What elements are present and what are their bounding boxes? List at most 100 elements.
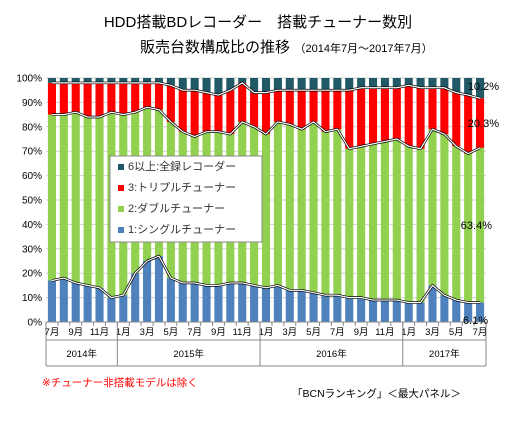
bar-segment-s3 [428, 87, 437, 130]
bar-segment-s3 [392, 87, 401, 139]
bar-segment-s1 [440, 295, 449, 322]
bar-segment-s3 [202, 92, 211, 132]
bar-segment-s4 [392, 78, 401, 88]
bar-segment-s1 [285, 290, 294, 322]
bar-segment-s2 [452, 146, 461, 301]
x-tick-label: 7月 [45, 327, 60, 338]
x-tick-label: 5月 [449, 327, 464, 338]
bar-segment-s3 [214, 95, 223, 132]
bar-segment-s2 [297, 129, 306, 291]
y-tick-label: 30% [22, 244, 42, 255]
bar-segment-s3 [285, 90, 294, 125]
bar-segment-s4 [357, 78, 366, 88]
bar-segment-s1 [261, 287, 271, 322]
legend-box [109, 155, 263, 243]
bar-segment-s1 [333, 295, 342, 322]
legend-item-s3: 3:トリプルチューナー [128, 181, 236, 194]
x-tick-label: 1月 [116, 327, 131, 338]
bar-segment-s4 [309, 78, 318, 91]
x-tick-label: 1月 [259, 327, 274, 338]
boundary-line [51, 82, 481, 99]
y-tick-label: 90% [22, 98, 42, 109]
y-axis-ticks: 0% 10% 20% 30% 40% 50% 60% 70% 80% 90% 100% [16, 74, 42, 329]
bar-segment-s4 [107, 78, 116, 83]
bar-segment-s3 [321, 90, 330, 132]
chart-subtitle: 販売台数構成比の推移 （2014年7月～2017年7月） [140, 39, 433, 56]
x-tick-label: 3月 [425, 327, 440, 338]
bar-segment-s3 [143, 82, 152, 108]
bar-segment-s3 [107, 82, 116, 113]
y-tick-label: 100% [16, 74, 42, 85]
bar-segment-s4 [119, 78, 128, 83]
bar-segment-s2 [464, 153, 473, 303]
bar-segment-s3 [95, 82, 104, 118]
bar-segment-s3 [440, 87, 449, 135]
bar-segment-s3 [261, 92, 271, 135]
bar-segment-s4 [178, 78, 187, 91]
bar-segment-s4 [476, 78, 485, 99]
bar-segment-s3 [416, 87, 425, 149]
year-label: 2015年 [173, 348, 204, 360]
bar-segment-s1 [202, 285, 211, 322]
bar-segment-s2 [59, 114, 68, 279]
x-tick-label: 11月 [375, 327, 394, 338]
bar-segment-s3 [71, 82, 80, 113]
bar-segment-s3 [166, 85, 175, 122]
bar-segment-s1 [131, 273, 140, 322]
value-label-s4: 10.2% [468, 81, 499, 93]
bar-segment-s3 [404, 85, 413, 147]
x-tick-label: 7月 [330, 327, 345, 338]
bar-segment-s4 [71, 78, 80, 83]
bar-segment-s1 [190, 282, 199, 322]
footnote: ※チューナー非搭載モデルは除く [42, 376, 198, 389]
legend-swatch [118, 206, 124, 212]
bar-segment-s4 [321, 78, 330, 91]
boundary-line [51, 255, 481, 304]
value-label-s3: 20.3% [468, 118, 499, 130]
y-tick-label: 80% [22, 122, 42, 133]
bar-segment-s2 [273, 121, 282, 286]
bar-segment-s1 [83, 285, 92, 322]
bar-segment-s2 [440, 134, 449, 296]
bar-segment-s3 [238, 82, 247, 122]
bar-segment-s4 [214, 78, 223, 96]
legend-item-s2: 2:ダブルチューナー [128, 201, 225, 215]
bar-segment-s1 [119, 295, 128, 322]
bar-segment-s3 [131, 82, 140, 113]
bar-segment-s2 [428, 129, 437, 286]
y-tick-label: 20% [22, 269, 42, 280]
x-tick-label: 11月 [233, 327, 252, 338]
y-tick-label: 60% [22, 171, 42, 182]
x-axis: 7月 9月 11月 1月 3月 5月 7月 9月 11月 1月 3月 5月 7月 9月 11月 1月 3月 5月 7… [45, 321, 487, 367]
boundary-line [51, 106, 481, 155]
x-tick-label: 5月 [163, 327, 178, 338]
bar-segment-s1 [143, 261, 152, 322]
bar-segment-s3 [83, 82, 92, 118]
y-tick-label: 10% [22, 293, 42, 304]
bar-segment-s1 [59, 278, 68, 322]
bar-segment-s4 [131, 78, 140, 83]
bar-segment-s4 [83, 78, 92, 83]
bar-segment-s2 [357, 146, 366, 298]
bar-segment-s2 [380, 141, 389, 301]
bar-segment-s2 [309, 121, 318, 293]
y-tick-label: 50% [22, 196, 42, 207]
bar-segment-s1 [238, 282, 247, 322]
bar-segment-s2 [71, 112, 80, 283]
chart-subtitle-period: （2014年7月～2017年7月） [294, 41, 432, 55]
bar-segment-s4 [166, 78, 175, 86]
bar-segment-s4 [154, 78, 164, 83]
bar-segment-s1 [416, 302, 425, 322]
bar-segment-s1 [250, 285, 259, 322]
bar-segment-s4 [47, 78, 56, 83]
bar-segment-s1 [214, 285, 223, 322]
bar-segment-s3 [59, 82, 68, 115]
bar-segment-s4 [380, 78, 389, 88]
bar-segment-s1 [71, 282, 80, 322]
bar-segment-s1 [166, 278, 175, 322]
bar-segment-s4 [143, 78, 152, 83]
bar-segment-s1 [368, 300, 378, 322]
bar-segment-s1 [273, 285, 282, 322]
legend: 6以上:全録レコーダー 3:トリプルチューナー 2:ダブルチューナー 1:シングルチュ… [109, 155, 263, 243]
legend-swatch [118, 164, 124, 170]
